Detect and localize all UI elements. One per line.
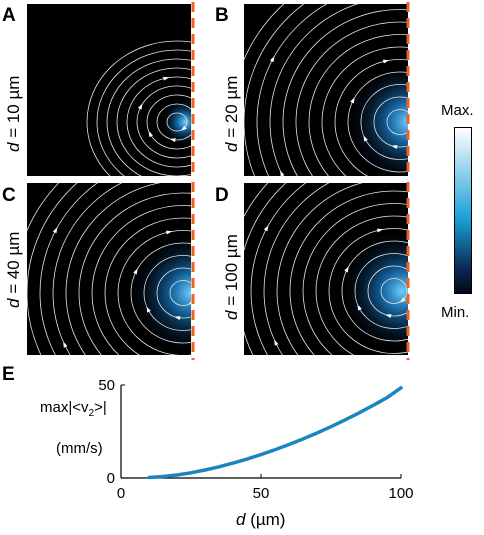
boundary-line-top (191, 2, 410, 360)
streamline-panel-d (244, 183, 408, 355)
y-axis-label-line1: max|<v2>| (40, 399, 107, 419)
x-axis-label: d (µm) (236, 510, 286, 529)
y-axis-label-line2: (mm/s) (56, 440, 103, 457)
streamline-panel-c (27, 183, 191, 355)
colorbar-max-label: Max. (441, 102, 474, 119)
x-tick-label-1: 50 (253, 485, 270, 502)
colorbar-min-label: Min. (441, 304, 470, 321)
colorbar (454, 127, 472, 294)
x-tick-label-0: 0 (117, 485, 125, 502)
x-tick-label-2: 100 (388, 485, 413, 502)
panel-letter-d: D (215, 185, 229, 206)
series-line-0 (147, 386, 403, 480)
panel-letter-b: B (215, 5, 229, 26)
y-tick-label-0: 0 (107, 470, 115, 487)
panel-letter-a: A (2, 5, 16, 26)
streamline-panel-b (244, 4, 408, 176)
panel-letter-e: E (2, 364, 15, 385)
panel-letter-c: C (2, 185, 16, 206)
y-tick-label-1: 50 (98, 377, 115, 394)
streamline-panel-a (27, 4, 191, 176)
